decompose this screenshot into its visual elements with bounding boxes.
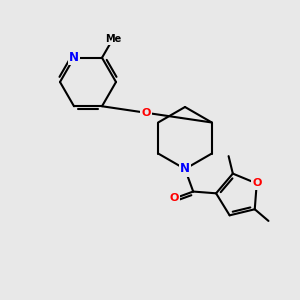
Text: O: O (252, 178, 261, 188)
Text: Me: Me (105, 34, 121, 44)
Text: O: O (170, 194, 179, 203)
Text: N: N (69, 51, 79, 64)
Text: O: O (141, 108, 151, 118)
Text: N: N (180, 163, 190, 176)
